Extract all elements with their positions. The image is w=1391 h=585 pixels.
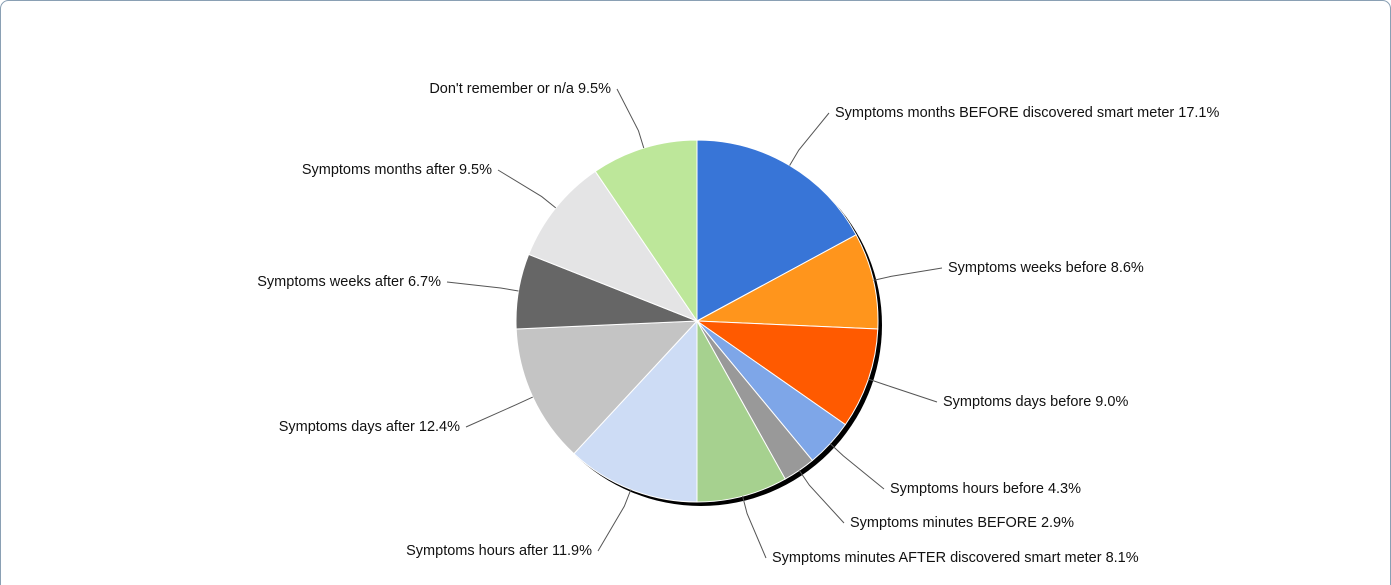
slice-label: Symptoms weeks after 6.7%	[257, 274, 441, 290]
slice-label: Symptoms hours before 4.3%	[890, 481, 1081, 497]
pie-slice	[695, 320, 879, 426]
slice-value: 6.7%	[408, 274, 441, 290]
leader-line	[868, 378, 938, 403]
slice-name: Don't remember or n/a	[429, 81, 575, 97]
leader-line	[742, 496, 767, 559]
slice-value: 2.9%	[1041, 515, 1074, 531]
slice-value: 17.1%	[1178, 105, 1219, 121]
slice-value: 9.5%	[459, 162, 492, 178]
slice-value: 12.4%	[419, 419, 460, 435]
slice-name: Symptoms months BEFORE discovered smart …	[835, 105, 1174, 121]
leader-line	[873, 267, 943, 281]
leader-line	[497, 169, 557, 209]
slice-value: 8.1%	[1106, 550, 1139, 566]
pie-slice	[696, 319, 786, 503]
pie-slice	[515, 320, 699, 455]
leader-line	[829, 443, 885, 490]
slice-value: 8.6%	[1111, 260, 1144, 276]
slice-label: Don't remember or n/a 9.5%	[429, 81, 611, 97]
slice-name: Symptoms weeks before	[948, 260, 1107, 276]
leader-line	[597, 489, 632, 552]
slice-name: Symptoms hours after	[406, 543, 548, 559]
pie-slice	[573, 319, 698, 503]
slice-label: Symptoms days before 9.0%	[943, 394, 1128, 410]
slice-name: Symptoms months after	[302, 162, 455, 178]
leader-line	[798, 470, 845, 524]
leader-line	[789, 112, 830, 166]
slice-value: 4.3%	[1048, 481, 1081, 497]
leader-line	[446, 281, 519, 292]
slice-label: Symptoms minutes BEFORE 2.9%	[850, 515, 1074, 531]
slice-name: Symptoms minutes AFTER discovered smart …	[772, 550, 1102, 566]
slice-label: Symptoms hours after 11.9%	[406, 543, 592, 559]
slice-name: Symptoms days before	[943, 394, 1091, 410]
slice-name: Symptoms weeks after	[257, 274, 404, 290]
slice-label: Symptoms months after 9.5%	[302, 162, 492, 178]
leader-line	[616, 88, 645, 149]
pie-slice	[696, 139, 857, 322]
slice-label: Symptoms weeks before 8.6%	[948, 260, 1144, 276]
slice-value: 9.0%	[1095, 394, 1128, 410]
slice-value: 11.9%	[552, 543, 592, 559]
slice-label: Symptoms minutes AFTER discovered smart …	[772, 550, 1139, 566]
slice-label: Symptoms months BEFORE discovered smart …	[835, 105, 1219, 121]
slice-name: Symptoms hours before	[890, 481, 1044, 497]
pie-slice	[695, 234, 879, 330]
leader-line	[465, 396, 533, 428]
slice-value: 9.5%	[578, 81, 611, 97]
slice-name: Symptoms minutes BEFORE	[850, 515, 1037, 531]
slice-label: Symptoms days after 12.4%	[279, 419, 460, 435]
slice-name: Symptoms days after	[279, 419, 415, 435]
